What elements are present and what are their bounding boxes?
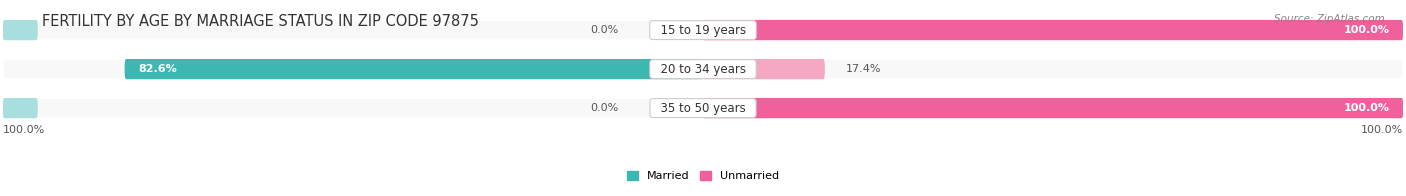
FancyBboxPatch shape (703, 20, 1403, 40)
Text: Source: ZipAtlas.com: Source: ZipAtlas.com (1274, 14, 1385, 24)
Text: 100.0%: 100.0% (1343, 103, 1389, 113)
Text: 35 to 50 years: 35 to 50 years (652, 102, 754, 115)
Legend: Married, Unmarried: Married, Unmarried (621, 166, 785, 186)
FancyBboxPatch shape (703, 59, 825, 79)
Text: FERTILITY BY AGE BY MARRIAGE STATUS IN ZIP CODE 97875: FERTILITY BY AGE BY MARRIAGE STATUS IN Z… (42, 14, 479, 29)
FancyBboxPatch shape (3, 20, 38, 40)
Text: 0.0%: 0.0% (591, 25, 619, 35)
Text: 17.4%: 17.4% (846, 64, 882, 74)
FancyBboxPatch shape (3, 59, 1403, 79)
Text: 0.0%: 0.0% (591, 103, 619, 113)
FancyBboxPatch shape (3, 20, 1403, 40)
Text: 100.0%: 100.0% (1343, 25, 1389, 35)
FancyBboxPatch shape (703, 98, 1403, 118)
FancyBboxPatch shape (125, 59, 703, 79)
Text: 100.0%: 100.0% (1361, 125, 1403, 135)
FancyBboxPatch shape (3, 98, 1403, 118)
Text: 15 to 19 years: 15 to 19 years (652, 24, 754, 37)
FancyBboxPatch shape (3, 98, 38, 118)
Text: 20 to 34 years: 20 to 34 years (652, 63, 754, 76)
Text: 100.0%: 100.0% (3, 125, 45, 135)
Text: 82.6%: 82.6% (139, 64, 177, 74)
